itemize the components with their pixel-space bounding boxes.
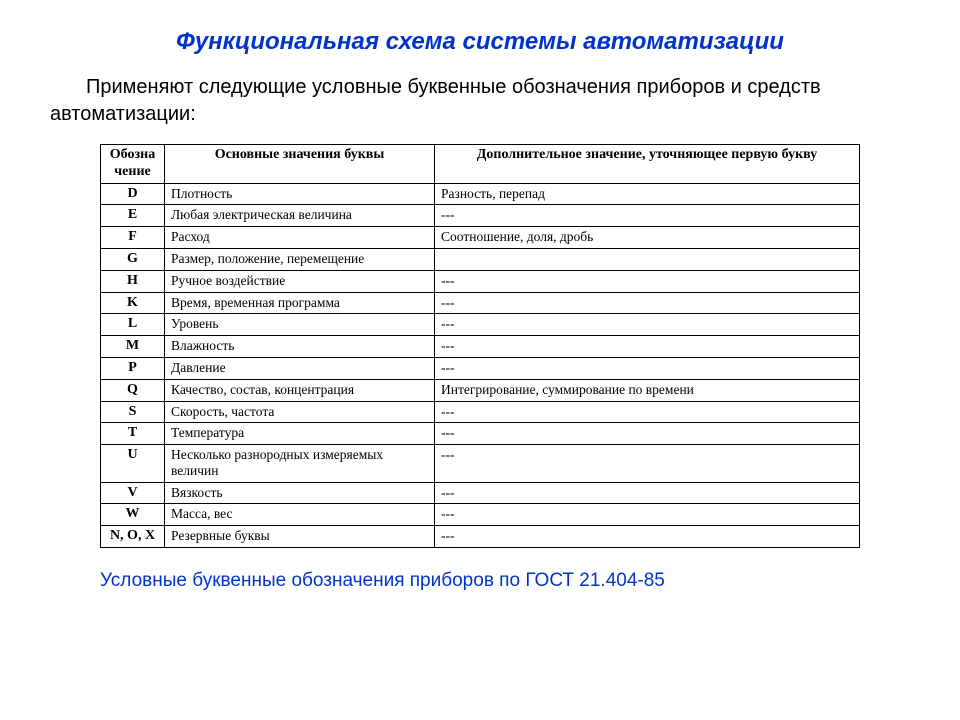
col-header-code: Обозна чение xyxy=(101,145,165,184)
table-row: LУровень--- xyxy=(101,314,860,336)
intro-text: Применяют следующие условные буквенные о… xyxy=(40,74,920,128)
primary-cell: Время, временная программа xyxy=(165,292,435,314)
code-cell: V xyxy=(101,482,165,504)
table-row: EЛюбая электрическая величина--- xyxy=(101,205,860,227)
table-row: UНесколько разнородных измеряемых величи… xyxy=(101,445,860,482)
primary-cell: Вязкость xyxy=(165,482,435,504)
code-cell: T xyxy=(101,423,165,445)
additional-cell: --- xyxy=(435,482,860,504)
additional-cell: --- xyxy=(435,526,860,548)
code-cell: H xyxy=(101,270,165,292)
table-row: GРазмер, положение, перемещение xyxy=(101,248,860,270)
primary-cell: Ручное воздействие xyxy=(165,270,435,292)
primary-cell: Размер, положение, перемещение xyxy=(165,248,435,270)
primary-cell: Скорость, частота xyxy=(165,401,435,423)
code-cell: U xyxy=(101,445,165,482)
code-cell: M xyxy=(101,336,165,358)
code-cell: L xyxy=(101,314,165,336)
primary-cell: Влажность xyxy=(165,336,435,358)
primary-cell: Любая электрическая величина xyxy=(165,205,435,227)
additional-cell: Интегрирование, суммирование по времени xyxy=(435,379,860,401)
table-row: PДавление--- xyxy=(101,357,860,379)
additional-cell: --- xyxy=(435,401,860,423)
additional-cell: Разность, перепад xyxy=(435,183,860,205)
table-row: N, O, XРезервные буквы--- xyxy=(101,526,860,548)
code-cell: K xyxy=(101,292,165,314)
additional-cell: --- xyxy=(435,504,860,526)
table-row: FРасходСоотношение, доля, дробь xyxy=(101,227,860,249)
additional-cell: --- xyxy=(435,314,860,336)
col-header-additional: Дополнительное значение, уточняющее перв… xyxy=(435,145,860,184)
code-cell: F xyxy=(101,227,165,249)
table-row: SСкорость, частота--- xyxy=(101,401,860,423)
primary-cell: Уровень xyxy=(165,314,435,336)
code-cell: W xyxy=(101,504,165,526)
table-row: TТемпература--- xyxy=(101,423,860,445)
table-container: Обозна чение Основные значения буквы Доп… xyxy=(100,144,860,548)
page-title: Функциональная схема системы автоматизац… xyxy=(70,28,890,56)
table-row: VВязкость--- xyxy=(101,482,860,504)
additional-cell: --- xyxy=(435,205,860,227)
table-caption: Условные буквенные обозначения приборов … xyxy=(100,570,860,592)
table-row: QКачество, состав, концентрацияИнтегриро… xyxy=(101,379,860,401)
code-cell: P xyxy=(101,357,165,379)
table-row: WМасса, вес--- xyxy=(101,504,860,526)
additional-cell: --- xyxy=(435,357,860,379)
code-cell: S xyxy=(101,401,165,423)
table-row: KВремя, временная программа--- xyxy=(101,292,860,314)
primary-cell: Резервные буквы xyxy=(165,526,435,548)
primary-cell: Температура xyxy=(165,423,435,445)
code-cell: N, O, X xyxy=(101,526,165,548)
table-row: DПлотностьРазность, перепад xyxy=(101,183,860,205)
col-header-primary: Основные значения буквы xyxy=(165,145,435,184)
code-cell: Q xyxy=(101,379,165,401)
designations-table: Обозна чение Основные значения буквы Доп… xyxy=(100,144,860,548)
additional-cell xyxy=(435,248,860,270)
primary-cell: Несколько разнородных измеряемых величин xyxy=(165,445,435,482)
primary-cell: Качество, состав, концентрация xyxy=(165,379,435,401)
primary-cell: Плотность xyxy=(165,183,435,205)
additional-cell: --- xyxy=(435,336,860,358)
additional-cell: --- xyxy=(435,423,860,445)
code-cell: G xyxy=(101,248,165,270)
code-cell: E xyxy=(101,205,165,227)
additional-cell: --- xyxy=(435,445,860,482)
primary-cell: Расход xyxy=(165,227,435,249)
additional-cell: --- xyxy=(435,270,860,292)
additional-cell: Соотношение, доля, дробь xyxy=(435,227,860,249)
table-row: MВлажность--- xyxy=(101,336,860,358)
additional-cell: --- xyxy=(435,292,860,314)
primary-cell: Давление xyxy=(165,357,435,379)
table-header-row: Обозна чение Основные значения буквы Доп… xyxy=(101,145,860,184)
table-row: HРучное воздействие--- xyxy=(101,270,860,292)
primary-cell: Масса, вес xyxy=(165,504,435,526)
code-cell: D xyxy=(101,183,165,205)
